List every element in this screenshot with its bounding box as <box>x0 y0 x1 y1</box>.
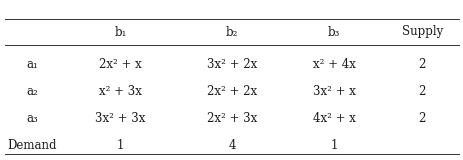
Text: 2: 2 <box>418 85 425 98</box>
Text: 3x² + 2x: 3x² + 2x <box>206 57 257 71</box>
Text: a₃: a₃ <box>26 112 38 125</box>
Text: b₃: b₃ <box>327 25 339 39</box>
Text: Supply: Supply <box>401 25 442 39</box>
Text: a₂: a₂ <box>26 85 38 98</box>
Text: 3x² + x: 3x² + x <box>312 85 355 98</box>
Text: 1: 1 <box>117 139 124 152</box>
Text: x² + 4x: x² + 4x <box>312 57 355 71</box>
Text: Demand: Demand <box>8 139 57 152</box>
Text: b₂: b₂ <box>225 25 238 39</box>
Text: 1: 1 <box>330 139 337 152</box>
Text: 2x² + 2x: 2x² + 2x <box>206 85 257 98</box>
Text: x² + 3x: x² + 3x <box>99 85 142 98</box>
Text: 2x² + 3x: 2x² + 3x <box>206 112 257 125</box>
Text: 4: 4 <box>228 139 235 152</box>
Text: 3x² + 3x: 3x² + 3x <box>95 112 145 125</box>
Text: 4x² + x: 4x² + x <box>312 112 355 125</box>
Text: b₁: b₁ <box>114 25 126 39</box>
Text: a₁: a₁ <box>26 57 38 71</box>
Text: 2x² + x: 2x² + x <box>99 57 142 71</box>
Text: 2: 2 <box>418 57 425 71</box>
Text: 2: 2 <box>418 112 425 125</box>
